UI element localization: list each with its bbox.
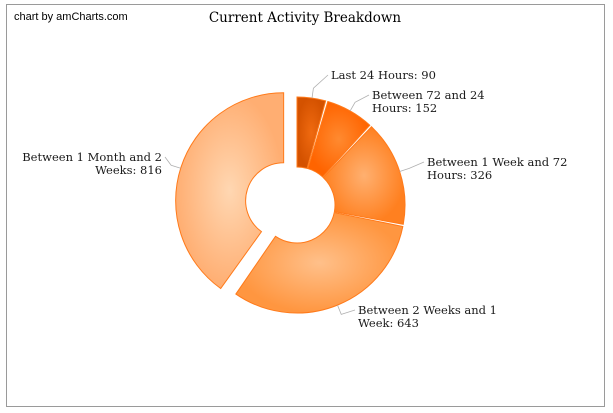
leader-lines	[164, 74, 425, 315]
leader-line	[337, 304, 356, 315]
slice-label-line: Hours: 152	[372, 101, 437, 115]
pie-slice[interactable]	[322, 126, 406, 225]
slice-label-line: Last 24 Hours: 90	[331, 68, 436, 82]
leader-line	[164, 156, 181, 169]
slice-label: Between 72 and 24 Hours: 152	[372, 88, 485, 115]
chart-title: Current Activity Breakdown	[209, 10, 402, 26]
slice-label-line: Between 2 Weeks and 1	[358, 303, 497, 317]
leader-line	[349, 94, 370, 112]
pie-slice[interactable]	[307, 100, 371, 178]
slice-label-line: Week: 643	[358, 316, 419, 330]
chart-frame	[6, 4, 605, 407]
slice-label-line: Weeks: 816	[95, 163, 162, 177]
slice-label: Between 1 Week and 72 Hours: 326	[427, 155, 567, 182]
pie-slice[interactable]	[175, 92, 285, 290]
slice-label-line: Hours: 326	[427, 168, 492, 182]
slice-label: Between 1 Month and 2 Weeks: 816	[22, 150, 162, 177]
pie-slice[interactable]	[296, 96, 327, 169]
slice-label-line: Between 1 Week and 72	[427, 155, 567, 169]
pie-slice[interactable]	[235, 211, 404, 314]
slice-label-line: Between 72 and 24	[372, 88, 485, 102]
pie-slices	[175, 92, 406, 314]
slice-label: Last 24 Hours: 90	[331, 68, 436, 82]
leader-line	[399, 161, 425, 172]
amcharts-credit[interactable]: chart by amCharts.com	[14, 11, 128, 23]
slice-label-line: Between 1 Month and 2	[22, 150, 162, 164]
leader-line	[311, 74, 329, 99]
slice-label: Between 2 Weeks and 1 Week: 643	[358, 303, 497, 330]
